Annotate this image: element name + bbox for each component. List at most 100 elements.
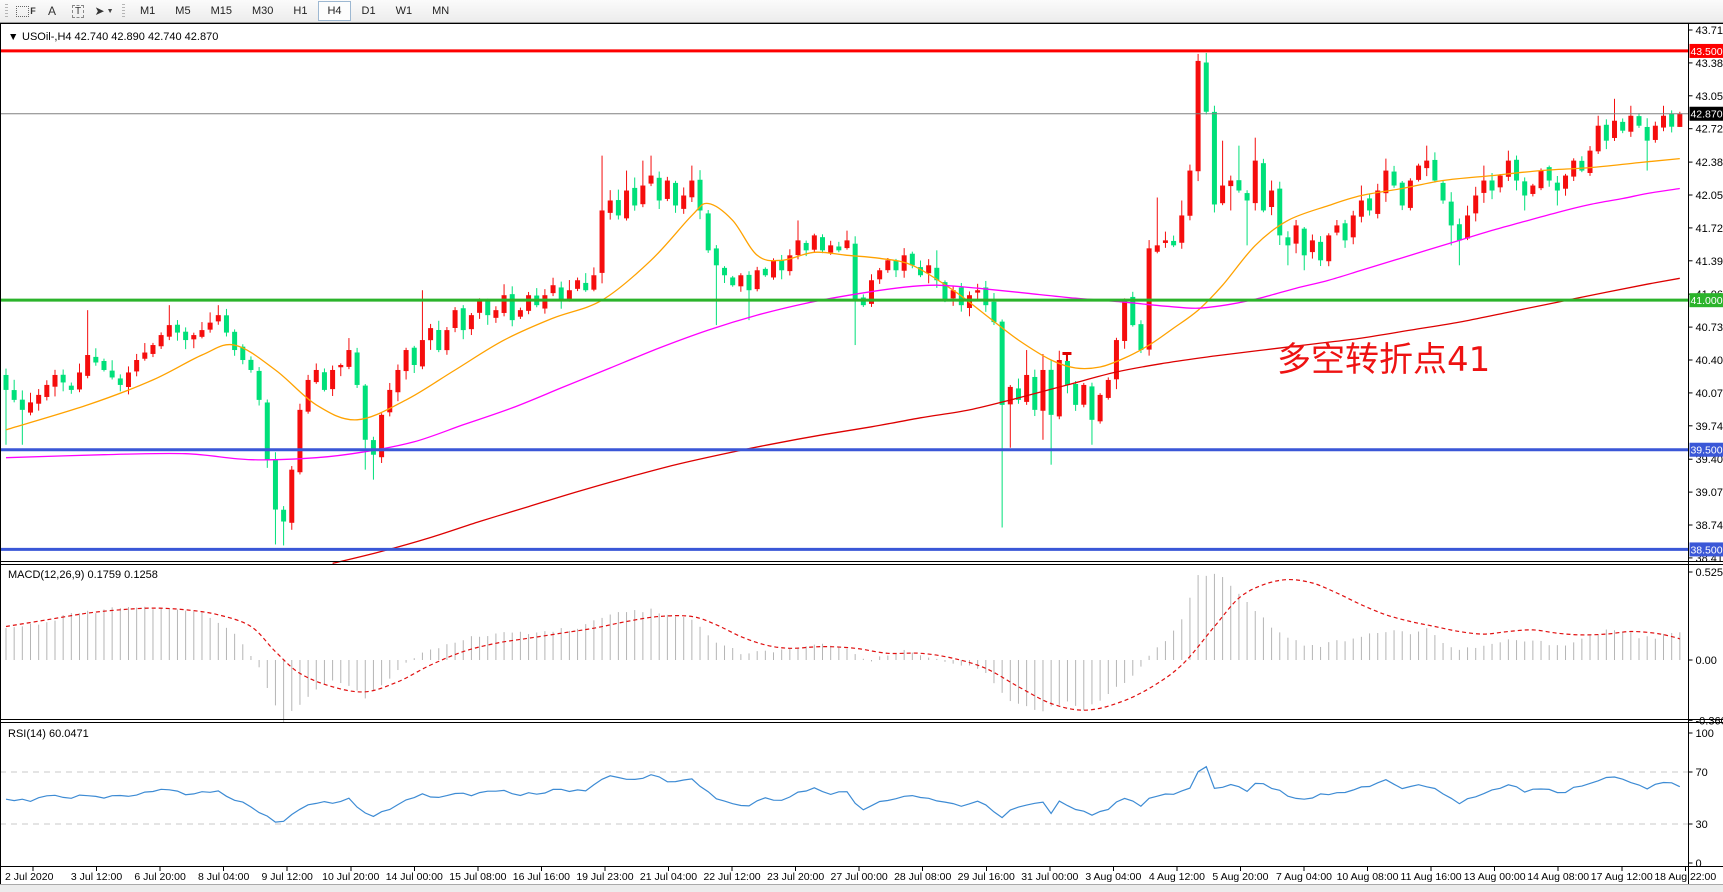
price-axis-label: 40.070	[1696, 388, 1723, 400]
panel-borders	[0, 23, 1723, 885]
candle	[1383, 158, 1389, 202]
timeframe-h1-button[interactable]: H1	[293, 5, 308, 17]
candle	[493, 306, 499, 323]
price-axis-label: 43.050	[1696, 91, 1723, 103]
time-axis-label: 15 Jul 08:00	[449, 871, 506, 883]
price-axis-label: 40.730	[1696, 322, 1723, 334]
candle	[93, 348, 99, 366]
mid-ma-magenta	[5, 187, 1680, 461]
candle	[477, 298, 483, 319]
candle	[1277, 181, 1283, 246]
macd-panel[interactable]	[5, 573, 1681, 722]
text-label-icon: T	[71, 4, 85, 18]
candle	[395, 364, 401, 402]
candle	[191, 332, 197, 349]
candle	[419, 290, 425, 370]
candle	[1130, 291, 1136, 327]
annotation-text: 多空转折点41	[1277, 340, 1490, 380]
candle	[762, 267, 768, 277]
timeframe-m30-button[interactable]: M30	[251, 5, 274, 17]
candle	[142, 343, 148, 361]
candle	[403, 347, 409, 380]
candle	[681, 187, 687, 214]
candle	[730, 275, 736, 287]
time-axis-label: 7 Aug 04:00	[1276, 871, 1332, 883]
timeframe-w1-button[interactable]: W1	[395, 5, 413, 17]
candle	[1652, 121, 1658, 143]
candle	[256, 367, 262, 406]
fibonacci-tool-button[interactable]: F	[14, 2, 38, 21]
candle	[1505, 150, 1511, 181]
candle	[183, 327, 189, 350]
symbol-dropdown-icon[interactable]: ▼	[8, 31, 18, 43]
toolbar: F A T ➤ ▼ M1 M5 M15 M30 H1 H4 D1 W1 MN	[0, 0, 1723, 23]
candle	[1326, 233, 1332, 267]
timeframe-m5-button[interactable]: M5	[175, 5, 191, 17]
timeframe-m1-button[interactable]: M1	[140, 5, 156, 17]
timeframe-h4-button[interactable]: H4	[318, 1, 351, 21]
candle	[330, 365, 336, 396]
svg-text:42.870: 42.870	[1690, 109, 1722, 121]
candle	[787, 249, 793, 276]
candle	[338, 363, 344, 377]
rsi-axis-label: 100	[1696, 728, 1714, 740]
candle	[36, 389, 42, 411]
candle	[1285, 231, 1291, 266]
candle	[1367, 194, 1373, 216]
svg-text:41.000: 41.000	[1690, 295, 1722, 307]
candle	[550, 277, 556, 297]
chevron-down-icon: ▼	[106, 7, 114, 15]
time-axis-label: 14 Aug 08:00	[1527, 871, 1589, 883]
main-price-panel[interactable]	[0, 49, 1689, 565]
candle	[1048, 360, 1054, 465]
chart-window[interactable]: 43.710 43.380 43.050 42.720 42.385 42.055 41.7…	[0, 23, 1723, 892]
time-axis-label: 22 Jul 12:00	[703, 871, 760, 883]
svg-text:39.500: 39.500	[1690, 445, 1722, 457]
text-tool-button[interactable]: A	[40, 2, 64, 21]
candle	[558, 281, 564, 309]
candle	[746, 271, 752, 321]
time-axis-label: 21 Jul 04:00	[640, 871, 697, 883]
timeframe-d1-button[interactable]: D1	[361, 5, 376, 17]
candle	[1146, 240, 1152, 356]
price-axis-label: 43.380	[1696, 58, 1723, 70]
candle	[852, 236, 858, 346]
candle	[1244, 190, 1250, 246]
arrows-icon: ➤	[94, 4, 105, 18]
candle	[3, 368, 9, 445]
time-axis-label: 19 Jul 23:00	[576, 871, 633, 883]
toolbar-grip[interactable]	[5, 4, 8, 18]
price-axis-label: 43.710	[1696, 25, 1723, 37]
window-bottom-strip	[0, 884, 1723, 892]
time-axis[interactable]: 2 Jul 2020 3 Jul 12:00 6 Jul 20:00 8 Jul 04…	[5, 867, 1716, 883]
candle	[444, 327, 450, 355]
candle	[215, 305, 221, 325]
rsi-axis-label: 30	[1696, 819, 1708, 831]
candle	[101, 358, 107, 372]
rsi-panel[interactable]	[0, 765, 1689, 825]
time-axis-label: 2 Jul 2020	[5, 871, 54, 883]
candle	[1309, 234, 1315, 259]
candle	[575, 277, 581, 292]
candle	[754, 266, 760, 292]
toolbar-grip-2[interactable]	[122, 4, 125, 18]
text-label-tool-button[interactable]: T	[66, 2, 90, 21]
timeframe-mn-button[interactable]: MN	[432, 5, 450, 17]
fibonacci-icon	[16, 5, 30, 17]
level-badge-43.500: 43.500	[1689, 43, 1723, 58]
candle	[11, 379, 17, 403]
candlestick-layer	[3, 52, 1683, 546]
arrows-tool-button[interactable]: ➤ ▼	[92, 2, 116, 21]
price-axis-label: 42.055	[1696, 190, 1723, 202]
candle	[313, 363, 319, 384]
candle	[566, 280, 572, 302]
candle	[1554, 176, 1560, 206]
time-axis-label: 29 Jul 16:00	[958, 871, 1015, 883]
candle	[771, 258, 777, 280]
candle	[1522, 177, 1528, 211]
fast-ma-orange	[5, 157, 1680, 431]
candle	[722, 266, 728, 283]
timeframe-m15-button[interactable]: M15	[210, 5, 232, 17]
candle	[1293, 220, 1299, 254]
candle	[158, 332, 164, 349]
